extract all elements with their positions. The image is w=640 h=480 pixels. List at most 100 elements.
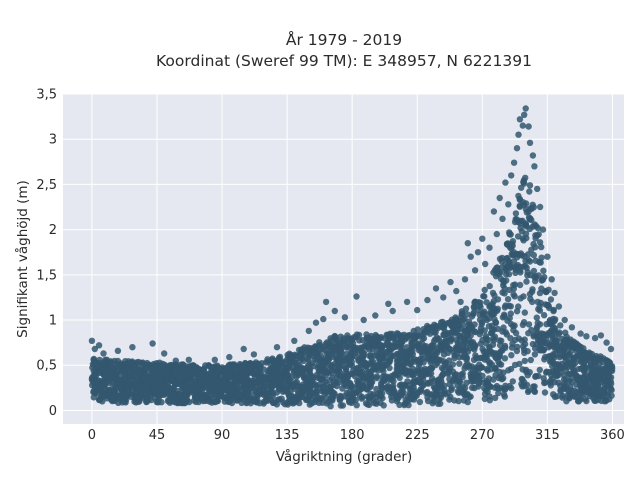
scatter-point bbox=[504, 296, 512, 303]
scatter-point bbox=[359, 393, 366, 401]
scatter-point bbox=[193, 365, 200, 373]
scatter-point bbox=[376, 393, 384, 400]
x-axis-label: Vågriktning (grader) bbox=[276, 448, 413, 465]
scatter-point bbox=[464, 398, 471, 406]
scatter-point bbox=[370, 362, 377, 370]
scatter-point bbox=[185, 398, 193, 406]
scatter-point bbox=[175, 394, 182, 401]
scatter-point bbox=[266, 368, 274, 375]
scatter-point bbox=[467, 253, 474, 260]
scatter-point bbox=[252, 379, 259, 387]
scatter-point bbox=[515, 131, 522, 138]
scatter-point bbox=[604, 367, 611, 374]
scatter-point bbox=[513, 145, 521, 152]
scatter-point bbox=[583, 333, 590, 340]
scatter-point bbox=[594, 396, 602, 404]
scatter-point bbox=[363, 386, 370, 393]
scatter-point bbox=[560, 376, 568, 383]
scatter-point bbox=[479, 235, 486, 242]
scatter-point bbox=[567, 350, 574, 357]
scatter-point bbox=[221, 398, 228, 405]
scatter-point bbox=[566, 390, 574, 398]
scatter-point bbox=[537, 259, 544, 266]
scatter-point bbox=[484, 388, 491, 395]
x-tick-label: 90 bbox=[214, 428, 231, 443]
scatter-point bbox=[124, 361, 131, 368]
scatter-point bbox=[151, 394, 158, 401]
scatter-point bbox=[342, 357, 349, 364]
scatter-point bbox=[578, 354, 585, 361]
scatter-point bbox=[544, 253, 551, 260]
scatter-point bbox=[233, 393, 240, 400]
scatter-point bbox=[511, 322, 518, 329]
scatter-point bbox=[489, 322, 496, 329]
scatter-point bbox=[557, 388, 564, 395]
scatter-point bbox=[494, 325, 501, 333]
scatter-point bbox=[519, 383, 526, 390]
scatter-point bbox=[516, 116, 524, 123]
scatter-point bbox=[555, 330, 562, 338]
scatter-point bbox=[250, 351, 258, 358]
scatter-point bbox=[360, 316, 367, 324]
scatter-point bbox=[397, 341, 405, 349]
scatter-point bbox=[373, 385, 380, 393]
scatter-point bbox=[468, 375, 475, 382]
scatter-point bbox=[461, 384, 469, 392]
scatter-point bbox=[523, 278, 530, 285]
scatter-point bbox=[165, 388, 172, 395]
scatter-point bbox=[461, 276, 469, 283]
scatter-point bbox=[601, 398, 609, 405]
scatter-point bbox=[424, 324, 431, 332]
scatter-points bbox=[88, 105, 616, 410]
scatter-point bbox=[390, 382, 397, 390]
scatter-point bbox=[534, 329, 541, 337]
scatter-point bbox=[365, 369, 373, 376]
scatter-point bbox=[509, 240, 516, 247]
scatter-point bbox=[211, 376, 218, 384]
scatter-point bbox=[366, 352, 373, 360]
scatter-point bbox=[555, 379, 562, 386]
scatter-point bbox=[566, 344, 573, 351]
scatter-point bbox=[378, 365, 386, 372]
scatter-point bbox=[446, 319, 453, 326]
scatter-point bbox=[536, 239, 544, 246]
scatter-point bbox=[373, 335, 380, 342]
scatter-point bbox=[545, 344, 552, 351]
scatter-point bbox=[561, 316, 568, 324]
scatter-point bbox=[591, 334, 599, 342]
scatter-point bbox=[226, 353, 233, 361]
scatter-point bbox=[524, 272, 531, 279]
scatter-point bbox=[481, 308, 488, 315]
scatter-point bbox=[496, 255, 504, 262]
y-tick-label: 2,5 bbox=[36, 178, 57, 193]
scatter-point bbox=[333, 339, 341, 347]
scatter-point bbox=[459, 310, 466, 317]
scatter-point bbox=[532, 232, 539, 239]
scatter-point bbox=[394, 368, 401, 375]
scatter-point bbox=[526, 188, 533, 195]
scatter-point bbox=[277, 368, 285, 375]
scatter-point bbox=[299, 352, 306, 359]
scatter-point bbox=[414, 356, 421, 364]
scatter-point bbox=[475, 383, 482, 390]
scatter-point bbox=[267, 360, 274, 367]
scatter-point bbox=[486, 397, 493, 404]
scatter-point bbox=[557, 364, 564, 372]
scatter-point bbox=[468, 325, 475, 333]
scatter-point bbox=[416, 374, 424, 382]
scatter-point bbox=[502, 261, 509, 268]
scatter-point bbox=[394, 356, 402, 363]
scatter-point bbox=[539, 276, 546, 284]
scatter-point bbox=[301, 347, 309, 354]
scatter-point bbox=[428, 357, 435, 364]
scatter-point bbox=[543, 288, 550, 296]
scatter-point bbox=[128, 371, 135, 379]
scatter-point bbox=[388, 353, 396, 360]
scatter-point bbox=[530, 267, 538, 275]
scatter-point bbox=[538, 254, 545, 261]
scatter-point bbox=[282, 359, 289, 366]
scatter-point bbox=[508, 385, 515, 392]
scatter-point bbox=[341, 341, 349, 348]
scatter-point bbox=[503, 240, 511, 248]
scatter-point bbox=[501, 355, 509, 362]
